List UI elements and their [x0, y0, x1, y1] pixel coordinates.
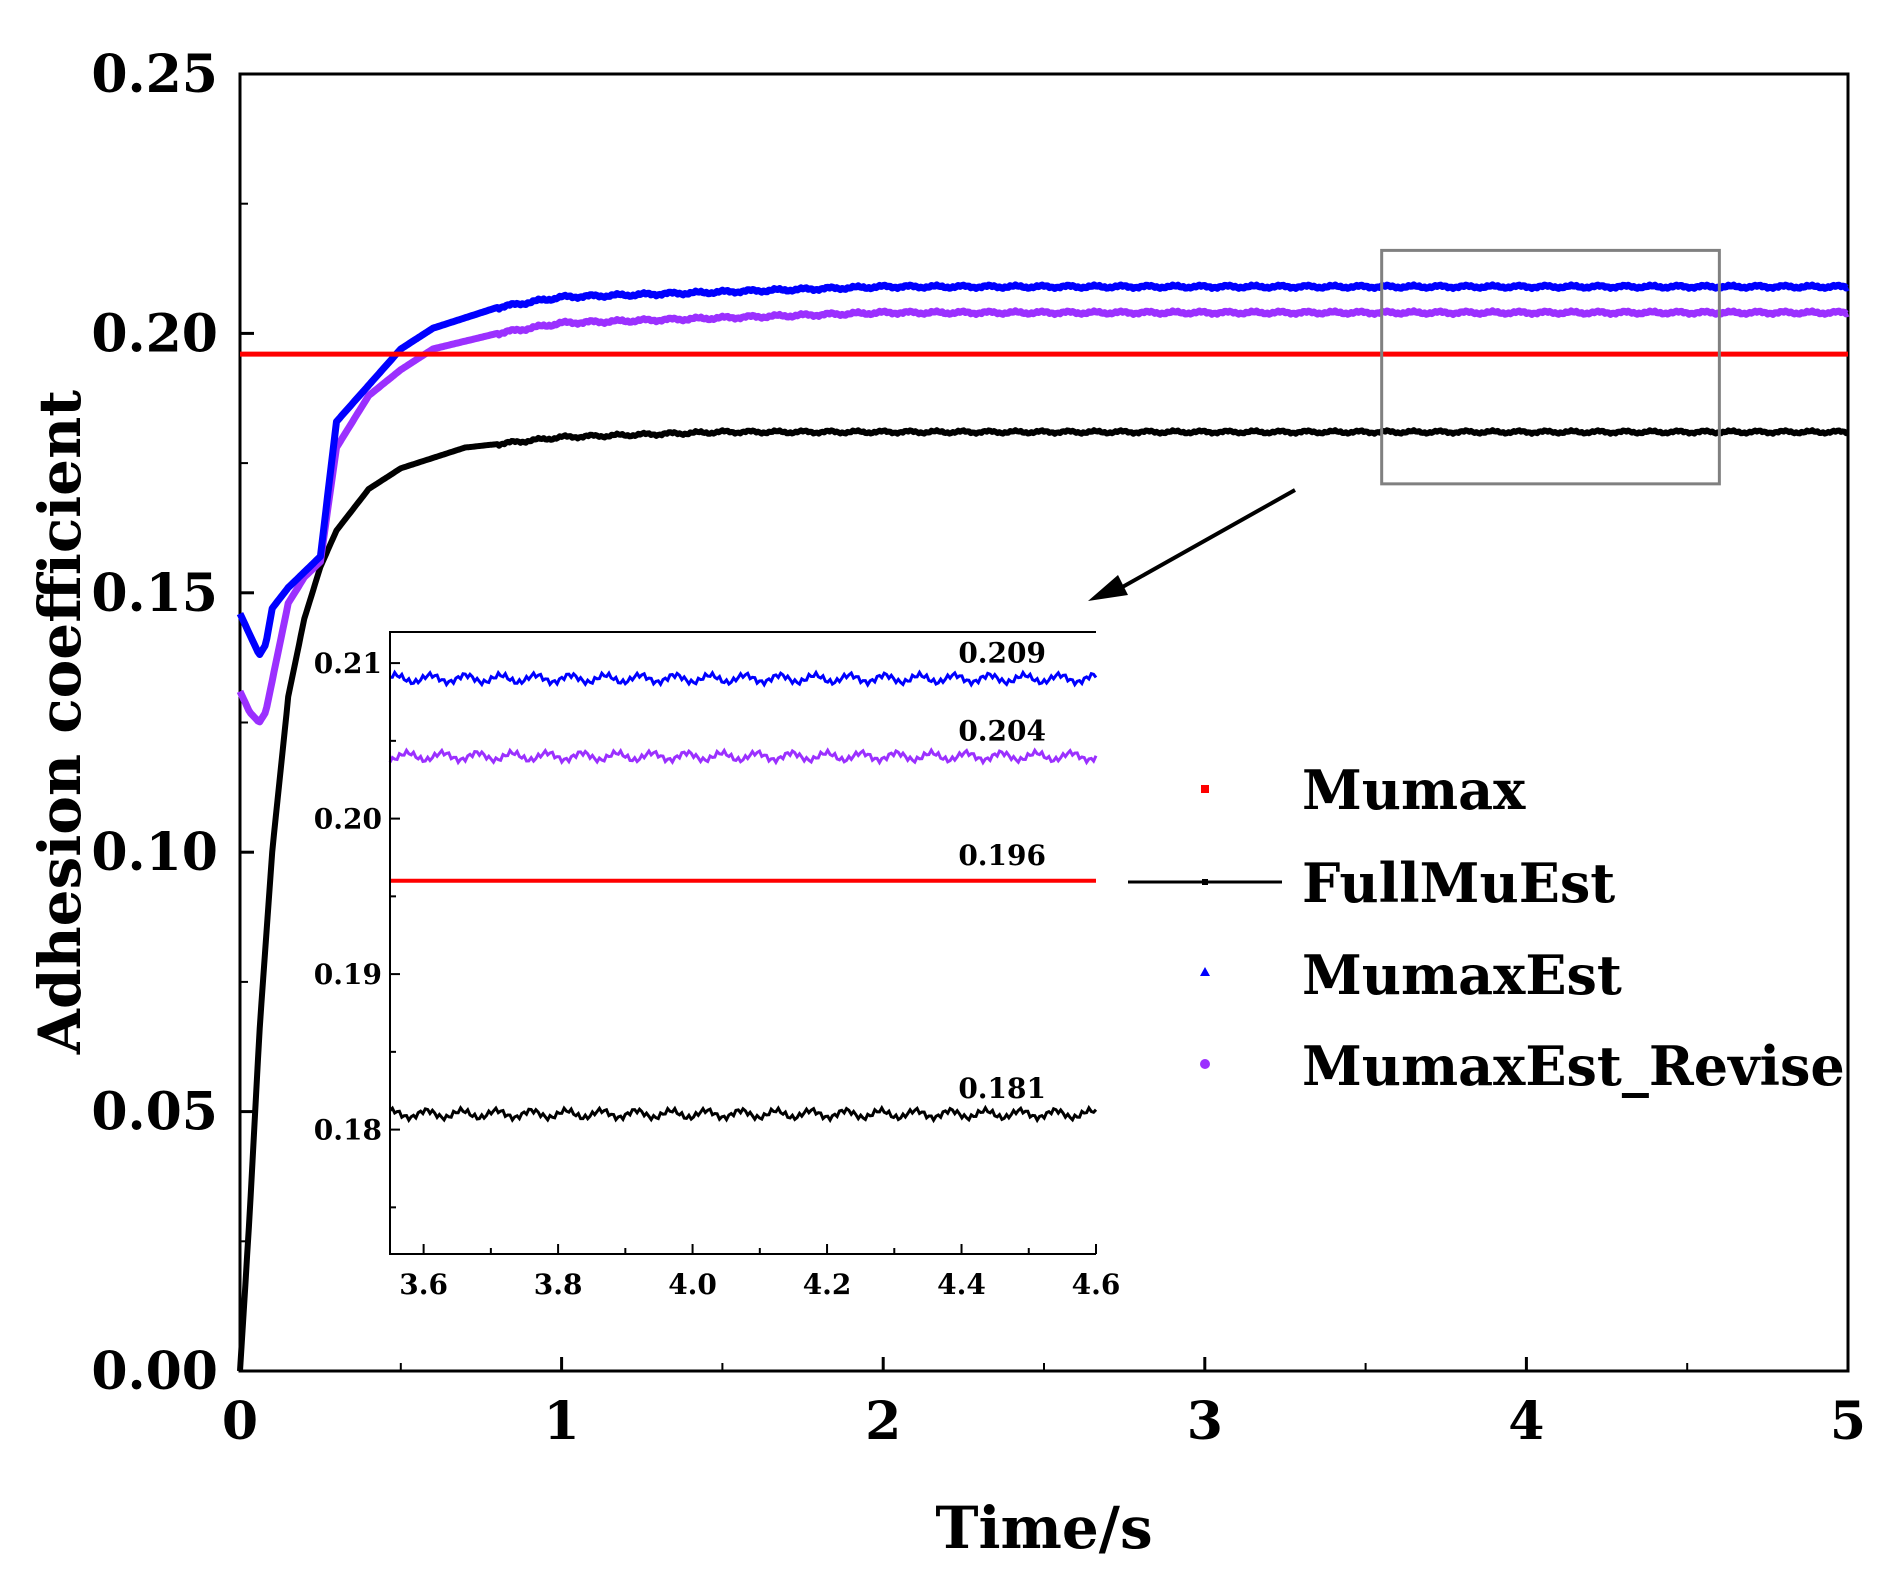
inset-x-tick-label-3-8: 3.8 [534, 1268, 583, 1301]
inset-annotation-fullmuest: 0.181 [958, 1072, 1046, 1105]
inset-series-line-mumaxest [390, 669, 1098, 688]
inset-x-tick-label-4-6: 4.6 [1072, 1268, 1121, 1301]
inset-x-tick-label-4-0: 4.0 [668, 1268, 717, 1301]
legend-marker-mumaxest-revise [1200, 1059, 1210, 1069]
legend-marker-mumaxest [1200, 967, 1210, 976]
inset-y-tick-label-0-18: 0.18 [314, 1114, 382, 1147]
inset-y-tick-label-0-21: 0.21 [314, 647, 382, 680]
y-tick-label-0-20: 0.20 [91, 303, 218, 364]
legend: Mumax FullMuEst MumaxEst MumaxEst_Revise [1128, 758, 1845, 1098]
y-tick-label-0-05: 0.05 [91, 1082, 218, 1143]
inset-y-tick-label-0-20: 0.20 [314, 803, 382, 836]
legend-item-mumaxest-revise: MumaxEst_Revise [1200, 1034, 1845, 1098]
inset-frame [389, 631, 1096, 1255]
y-tick-label-0-00: 0.00 [91, 1341, 218, 1402]
legend-label-fullmuest: FullMuEst [1302, 851, 1615, 915]
zoom-arrow [1088, 488, 1296, 601]
y-tick-label-0-15: 0.15 [91, 563, 218, 624]
x-tick-label-1: 1 [544, 1391, 580, 1452]
legend-marker-mumax [1201, 785, 1209, 793]
x-tick-label-2: 2 [865, 1391, 901, 1452]
inset-y-tick-label-0-19: 0.19 [314, 958, 382, 991]
x-tick-label-5: 5 [1830, 1391, 1866, 1452]
main-ticks-group: 0 1 2 3 4 5 0.00 0.05 0.10 0.15 0.20 0.25 [91, 44, 1866, 1452]
inset-series-line-fullmuest [388, 1104, 1098, 1124]
legend-label-mumax: Mumax [1302, 758, 1526, 822]
legend-item-mumaxest: MumaxEst [1200, 943, 1622, 1007]
inset-x-tick-label-4-2: 4.2 [803, 1268, 852, 1301]
zoom-box [1380, 248, 1721, 486]
series-line-fullmuest [237, 427, 1850, 1372]
legend-item-mumax: Mumax [1201, 758, 1526, 822]
inset-x-tick-label-4-4: 4.4 [937, 1268, 986, 1301]
legend-label-mumaxest-revise: MumaxEst_Revise [1302, 1034, 1845, 1098]
series-line-mumaxest-revise [236, 307, 1850, 726]
x-tick-label-0: 0 [222, 1391, 258, 1452]
inset-series-group: 0.209 0.204 0.196 0.181 [388, 637, 1098, 1124]
x-tick-label-3: 3 [1187, 1391, 1223, 1452]
inset-ticks-group: 3.6 3.8 4.0 4.2 4.4 4.6 0.18 0.19 0.20 0.21 [314, 647, 1121, 1301]
x-axis-title: Time/s [935, 1494, 1152, 1562]
y-tick-label-0-10: 0.10 [91, 822, 218, 883]
inset-annotation-mumax: 0.196 [958, 839, 1046, 872]
y-tick-label-0-25: 0.25 [91, 44, 218, 105]
inset-series-line-mumaxest-revise [388, 747, 1098, 766]
legend-marker-fullmuest [1202, 879, 1208, 885]
inset-background [390, 632, 1096, 1254]
series-line-mumaxest [236, 281, 1850, 658]
legend-item-fullmuest: FullMuEst [1128, 851, 1615, 915]
inset-annotation-mumaxest: 0.209 [958, 637, 1046, 670]
main-series-group [236, 281, 1850, 1372]
inset-annotation-mumaxest-revise: 0.204 [958, 714, 1046, 747]
y-axis-title: Adhesion coefficient [26, 390, 94, 1055]
inset-x-tick-label-3-6: 3.6 [399, 1268, 448, 1301]
legend-label-mumaxest: MumaxEst [1302, 943, 1622, 1007]
x-tick-label-4: 4 [1508, 1391, 1544, 1452]
